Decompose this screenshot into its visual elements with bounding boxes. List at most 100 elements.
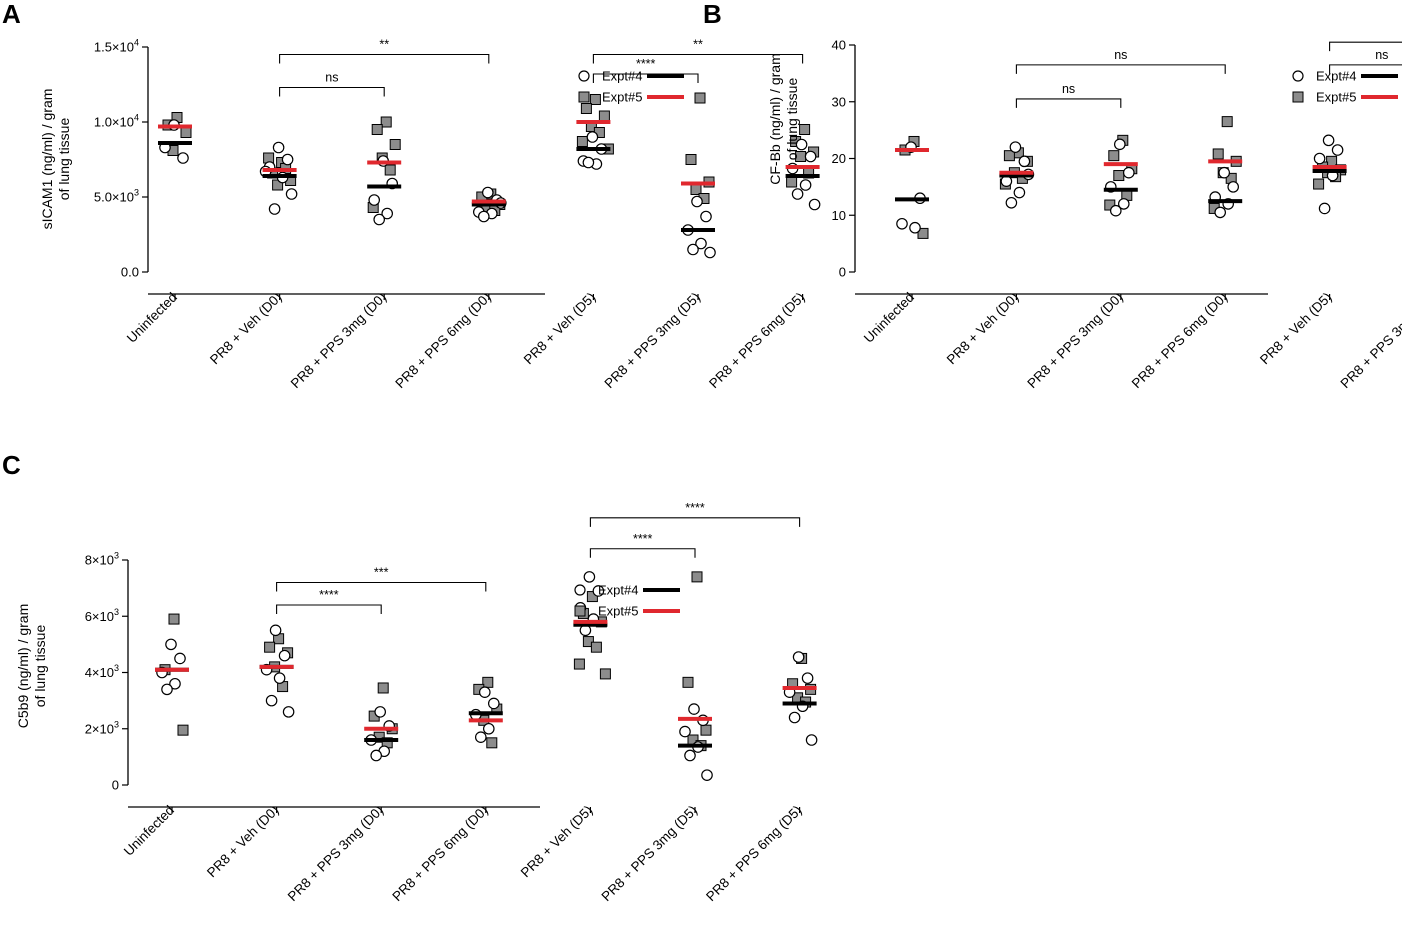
significance-bracket <box>592 73 699 83</box>
legend-circle-marker <box>578 70 590 82</box>
expt4-circle-point <box>688 703 700 715</box>
expt5-square-point <box>580 103 592 114</box>
expt4-circle-point <box>487 697 500 710</box>
expt4-circle-point <box>1018 155 1031 168</box>
significance-label: **** <box>685 501 705 515</box>
expt5-square-point <box>598 110 610 122</box>
expt4-circle-point <box>896 217 908 230</box>
expt4-circle-point <box>474 731 487 743</box>
y-tick-label: 6×103 <box>85 607 119 624</box>
y-tick-label: 0 <box>839 265 846 280</box>
x-category-label: PR8 + Veh (D5) <box>1257 290 1335 368</box>
expt4-circle-point <box>799 179 812 191</box>
y-tick-label: 1.5×104 <box>94 38 139 55</box>
expt4-circle-point <box>695 237 707 250</box>
expt4-circle-point <box>272 141 285 154</box>
expt5-square-point <box>1113 170 1125 182</box>
expt5-square-point <box>486 737 498 749</box>
x-category-label: PR8 + PPS 3mg (D0) <box>288 290 390 392</box>
x-category-label: PR8 + PPS 6mg (D5) <box>706 290 808 392</box>
expt4-circle-point <box>1118 198 1130 210</box>
y-axis-label: sICAM1 (ng/ml) / gramof lung tissue <box>39 89 72 230</box>
significance-bracket <box>276 581 487 592</box>
expt4-circle-point <box>1214 206 1226 219</box>
x-category-label: PR8 + PPS 6mg (D0) <box>389 803 491 905</box>
significance-label: **** <box>633 532 653 546</box>
expt4-circle-point <box>282 706 295 718</box>
y-tick-label: 40 <box>832 38 846 53</box>
y-tick-label: 1.0×104 <box>94 113 139 130</box>
legend-label: Expt#5 <box>1316 90 1356 105</box>
expt4-circle-point <box>687 243 699 256</box>
expt4-circle-point <box>1322 134 1335 147</box>
expt4-circle-point <box>586 131 599 143</box>
expt4-circle-point <box>795 138 808 151</box>
significance-label: ns <box>1114 48 1127 62</box>
expt5-square-point <box>685 154 697 165</box>
expt5-square-point <box>573 658 585 670</box>
legend-square-marker <box>578 91 590 103</box>
panel-c-label: C <box>2 450 21 480</box>
x-category-label: Uninfected <box>861 290 917 346</box>
expt4-circle-point <box>381 207 393 220</box>
expt5-square-point <box>377 682 389 694</box>
expt5-square-point <box>599 668 611 680</box>
panel-a-label: A <box>2 0 21 29</box>
y-tick-label: 2×103 <box>85 719 119 736</box>
expt5-square-point <box>700 724 712 736</box>
legend-circle-marker <box>1292 70 1304 82</box>
x-category-label: PR8 + PPS 3mg (D5) <box>602 290 704 392</box>
significance-bracket <box>1015 64 1226 74</box>
panel-c-c5b9-chart: 0 2×103 4×103 6×103 8×103 C5b9 (ng/ml) / gram… <box>15 501 818 905</box>
expt5-square-point <box>371 124 383 135</box>
x-category-label: PR8 + PPS 6mg (D0) <box>1129 290 1231 392</box>
expt4-circle-point <box>804 150 817 163</box>
y-tick-label: 30 <box>832 94 846 109</box>
y-axis-label: C5b9 (ng/ml) / gramof lung tissue <box>15 604 48 728</box>
expt4-circle-point <box>1313 152 1326 165</box>
legend-circle-marker <box>574 584 586 596</box>
expt5-square-point <box>380 116 392 128</box>
expt4-circle-point <box>165 638 177 651</box>
expt5-square-point <box>1313 178 1325 190</box>
expt4-circle-point <box>481 186 494 199</box>
x-category-label: PR8 + PPS 6mg (D0) <box>392 290 494 392</box>
x-category-label: PR8 + PPS 6mg (D5) <box>703 803 805 905</box>
significance-bracket <box>1015 98 1122 108</box>
expt5-square-point <box>177 724 189 736</box>
y-tick-label: 0.0 <box>121 265 139 280</box>
expt5-square-point <box>264 641 276 653</box>
significance-label: **** <box>319 588 339 602</box>
expt4-circle-point <box>268 203 281 215</box>
expt4-circle-point <box>373 213 385 226</box>
significance-label: **** <box>636 57 656 71</box>
x-category-label: Uninfected <box>121 803 177 859</box>
expt4-circle-point <box>1110 204 1122 217</box>
expt5-square-point <box>590 641 602 653</box>
legend-square-marker <box>574 605 586 617</box>
expt4-circle-point <box>684 749 696 762</box>
expt4-circle-point <box>281 153 294 166</box>
x-category-label: PR8 + PPS 3mg (D0) <box>285 803 387 905</box>
expt5-square-point <box>168 613 180 625</box>
expt4-circle-point <box>791 188 804 200</box>
x-category-label: PR8 + PPS 3mg (D5) <box>599 803 701 905</box>
expt4-circle-point <box>1009 141 1022 153</box>
y-axis-label: CF-Bb (ng/ml) / gramof lung tissue <box>767 53 800 184</box>
legend-label: Expt#5 <box>598 604 638 619</box>
expt4-circle-point <box>1331 144 1344 156</box>
significance-bracket <box>279 53 490 64</box>
legend-label: Expt#5 <box>602 90 642 105</box>
expt4-circle-point <box>370 749 382 762</box>
expt4-circle-point <box>808 198 821 211</box>
expt4-circle-point <box>478 686 491 698</box>
significance-label: ** <box>693 38 703 52</box>
x-category-label: PR8 + PPS 3mg (D5) <box>1338 290 1402 392</box>
x-category-label: PR8 + PPS 3mg (D0) <box>1024 290 1126 392</box>
expt4-circle-point <box>592 585 605 597</box>
legend-square-marker <box>1292 91 1304 103</box>
expt4-circle-point <box>1227 181 1239 193</box>
expt5-square-point <box>682 676 694 688</box>
expt4-circle-point <box>1218 166 1230 179</box>
